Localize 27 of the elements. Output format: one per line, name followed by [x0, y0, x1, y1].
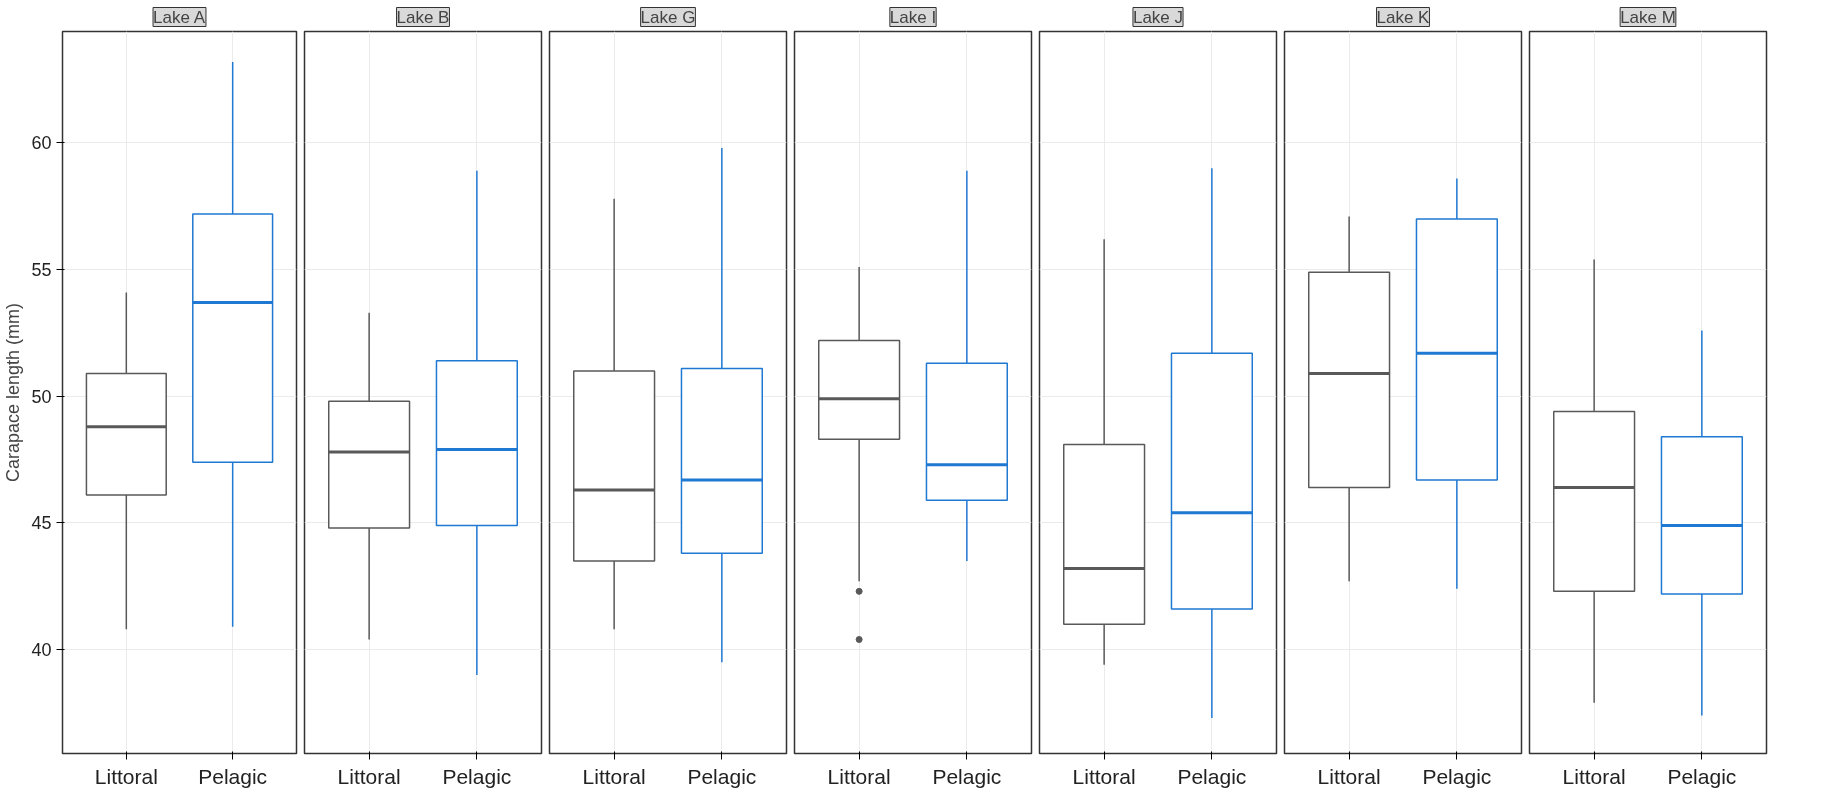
x-tick-label: Littoral — [827, 764, 891, 788]
x-tick-label: Pelagic — [1177, 764, 1247, 788]
chart-title: Lake G — [640, 7, 696, 27]
x-tick-label: Littoral — [1562, 764, 1626, 788]
x-tick-label: Littoral — [582, 764, 646, 788]
chart-title: Lake K — [1376, 7, 1431, 27]
chart-title: Lake J — [1132, 7, 1184, 27]
x-tick-label: Pelagic — [932, 764, 1002, 788]
y-axis-title: Carapace length (mm) — [3, 302, 24, 483]
y-tick-label: 45 — [31, 513, 52, 534]
x-tick-label: Pelagic — [442, 764, 512, 788]
x-tick-label: Littoral — [337, 764, 401, 788]
y-tick-label: 55 — [31, 260, 52, 281]
x-tick-label: Littoral — [94, 764, 158, 788]
x-tick-label: Pelagic — [687, 764, 757, 788]
x-tick-label: Pelagic — [1422, 764, 1492, 788]
x-tick-label: Pelagic — [1667, 764, 1737, 788]
x-tick-label: Pelagic — [198, 764, 268, 788]
y-tick-label: 50 — [31, 386, 52, 407]
y-tick-label: 60 — [31, 133, 52, 154]
x-tick-label: Littoral — [1072, 764, 1136, 788]
y-tick-label: 40 — [31, 640, 52, 661]
chart-title: Lake I — [889, 7, 937, 27]
chart-title: Lake B — [396, 7, 450, 27]
chart-title: Lake A — [153, 7, 206, 27]
chart-title: Lake M — [1620, 7, 1676, 27]
x-tick-label: Littoral — [1317, 764, 1381, 788]
